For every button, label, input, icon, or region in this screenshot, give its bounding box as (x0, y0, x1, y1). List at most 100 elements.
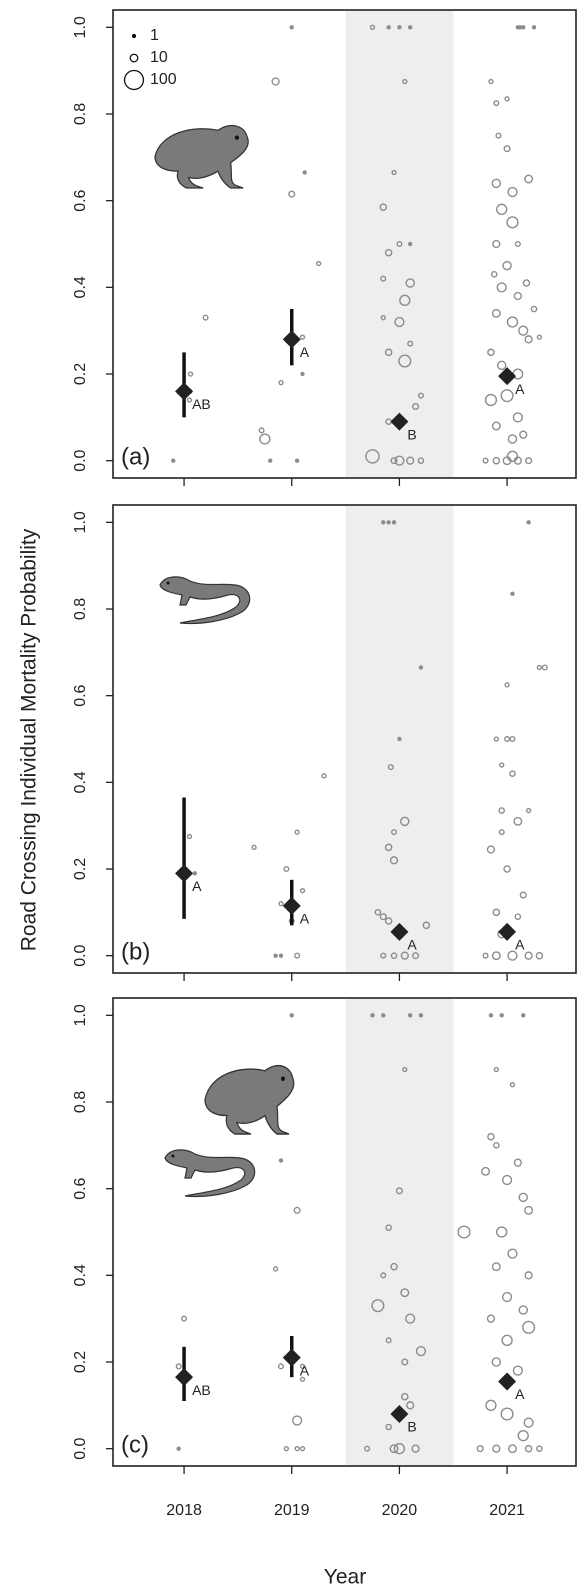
estimate-diamond (175, 1368, 194, 1387)
point (407, 340, 414, 347)
point (395, 1187, 403, 1195)
point (381, 520, 386, 525)
y-tick-label: 1.0 (72, 16, 89, 38)
point (482, 457, 489, 464)
y-tick-label: 0.0 (72, 944, 89, 966)
estimate-diamond (175, 382, 194, 401)
point (294, 1445, 300, 1452)
estimate-diamond (282, 1348, 301, 1367)
point (398, 354, 412, 368)
point (536, 664, 543, 671)
point (271, 77, 280, 86)
point (501, 1174, 513, 1186)
point (371, 1299, 385, 1313)
point (391, 829, 398, 836)
point (394, 455, 405, 466)
point (504, 96, 510, 102)
point (457, 1225, 471, 1239)
estimate-diamond (390, 1405, 409, 1423)
point (524, 335, 533, 344)
point (491, 1262, 501, 1272)
plot-frame (112, 504, 577, 974)
point (402, 1066, 408, 1073)
point (390, 457, 398, 465)
point (488, 78, 494, 85)
point (299, 334, 306, 340)
point (393, 1442, 406, 1455)
point (526, 520, 531, 525)
point (187, 371, 194, 377)
point (493, 736, 500, 742)
point (481, 1166, 491, 1176)
estimate-diamond (498, 922, 517, 941)
x-tick-label: 2020 (382, 1502, 418, 1519)
point (488, 1013, 494, 1018)
group-letter: A (407, 937, 417, 953)
group-letter: A (300, 911, 310, 927)
y-tick-label: 0.8 (72, 598, 89, 620)
point (518, 1305, 528, 1315)
legend-symbol (129, 53, 139, 63)
point (387, 764, 394, 771)
point (385, 1423, 392, 1431)
shaded-band (345, 998, 454, 1466)
point (536, 1445, 543, 1452)
point (525, 457, 533, 465)
salamander-icon (164, 1149, 256, 1198)
point (507, 186, 518, 198)
point (278, 379, 284, 386)
point (407, 25, 413, 30)
point (384, 248, 393, 257)
point (380, 314, 386, 321)
panel-label: (c) (121, 1431, 149, 1458)
point (507, 434, 518, 444)
point (506, 216, 519, 229)
point (512, 1365, 523, 1376)
point (406, 456, 415, 465)
group-letter: B (407, 426, 416, 442)
point (283, 865, 290, 873)
point (531, 25, 537, 30)
point (390, 952, 398, 959)
point (369, 24, 376, 31)
point (278, 900, 284, 907)
point (176, 1446, 181, 1451)
point (380, 1272, 387, 1279)
point (273, 953, 278, 958)
point (192, 871, 198, 876)
point (412, 402, 420, 411)
point (493, 1142, 500, 1149)
point (495, 132, 502, 139)
group-letter: B (407, 1419, 416, 1435)
point (491, 951, 501, 961)
point (493, 1066, 500, 1073)
y-tick-label: 1.0 (72, 511, 89, 533)
point (415, 1346, 427, 1357)
point (259, 433, 271, 445)
point (390, 1262, 398, 1271)
group-letter: A (515, 937, 525, 953)
point (491, 308, 501, 318)
point (386, 520, 391, 525)
point (499, 762, 505, 768)
point (487, 348, 495, 357)
point (502, 260, 512, 271)
point (514, 240, 521, 248)
point (374, 909, 382, 916)
point (384, 843, 393, 852)
x-tick-label: 2018 (166, 1502, 202, 1519)
legend-label: 10 (150, 49, 168, 66)
point (400, 1288, 410, 1298)
point (293, 1206, 301, 1214)
point (171, 458, 176, 463)
point (486, 1314, 496, 1323)
point (379, 913, 387, 921)
x-tick-label: 2021 (489, 1502, 525, 1519)
x-tick-label: 2019 (274, 1502, 310, 1519)
estimate-diamond (282, 330, 301, 349)
point (278, 1158, 284, 1163)
point (389, 1444, 399, 1454)
point (202, 314, 209, 321)
point (299, 1445, 306, 1452)
point (496, 282, 507, 293)
